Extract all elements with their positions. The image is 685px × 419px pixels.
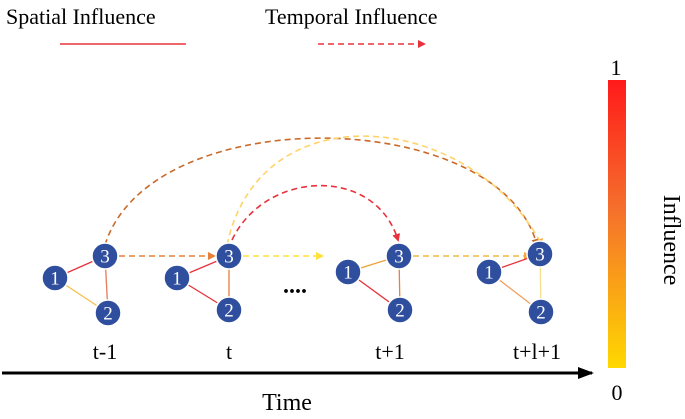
colorbar-title: Influence — [658, 195, 684, 286]
node-3: 3 — [91, 242, 119, 270]
colorbar-min-label: 0 — [612, 380, 623, 405]
svg-text:1: 1 — [50, 269, 60, 290]
svg-text:2: 2 — [536, 303, 546, 324]
svg-text:3: 3 — [535, 245, 545, 266]
graph-t+1: 1 3 2 — [334, 242, 414, 324]
node-1: 1 — [334, 258, 362, 286]
temporal-arc-t-1-to-t+l+1 — [104, 137, 540, 247]
graph-t+l+1: 1 3 2 — [475, 240, 555, 326]
svg-text:1: 1 — [484, 263, 494, 284]
legend-spatial-label: Spatial Influence — [6, 4, 156, 29]
svg-text:2: 2 — [103, 304, 113, 325]
node-3: 3 — [215, 242, 243, 270]
svg-text:2: 2 — [395, 301, 405, 322]
node-1: 1 — [41, 264, 69, 292]
svg-text:3: 3 — [394, 247, 404, 268]
node-1: 1 — [163, 264, 191, 292]
graph-t: 1 3 2 — [163, 242, 243, 324]
node-3: 3 — [526, 240, 554, 268]
time-label-t: t — [226, 339, 232, 364]
temporal-arc-t-to-t+1 — [231, 184, 401, 242]
node-3: 3 — [385, 242, 413, 270]
svg-text:1: 1 — [172, 269, 182, 290]
colorbar — [608, 80, 626, 368]
node-2: 2 — [94, 299, 122, 327]
time-label-t+l+1: t+l+1 — [513, 339, 561, 364]
svg-text:3: 3 — [100, 247, 110, 268]
graph-t-1: 1 3 2 — [41, 242, 122, 327]
legend-temporal-label: Temporal Influence — [265, 4, 438, 29]
ellipsis: .... — [283, 273, 307, 299]
node-2: 2 — [386, 296, 414, 324]
node-2: 2 — [527, 298, 555, 326]
temporal-arc-t-to-t+l+1 — [226, 135, 543, 247]
svg-text:1: 1 — [343, 263, 353, 284]
time-axis-label: Time — [262, 390, 312, 416]
node-2: 2 — [215, 296, 243, 324]
svg-text:2: 2 — [224, 301, 234, 322]
time-label-t-1: t-1 — [93, 339, 117, 364]
svg-text:3: 3 — [224, 247, 234, 268]
node-1: 1 — [475, 258, 503, 286]
colorbar-max-label: 1 — [611, 55, 622, 80]
time-label-t+1: t+1 — [375, 339, 405, 364]
